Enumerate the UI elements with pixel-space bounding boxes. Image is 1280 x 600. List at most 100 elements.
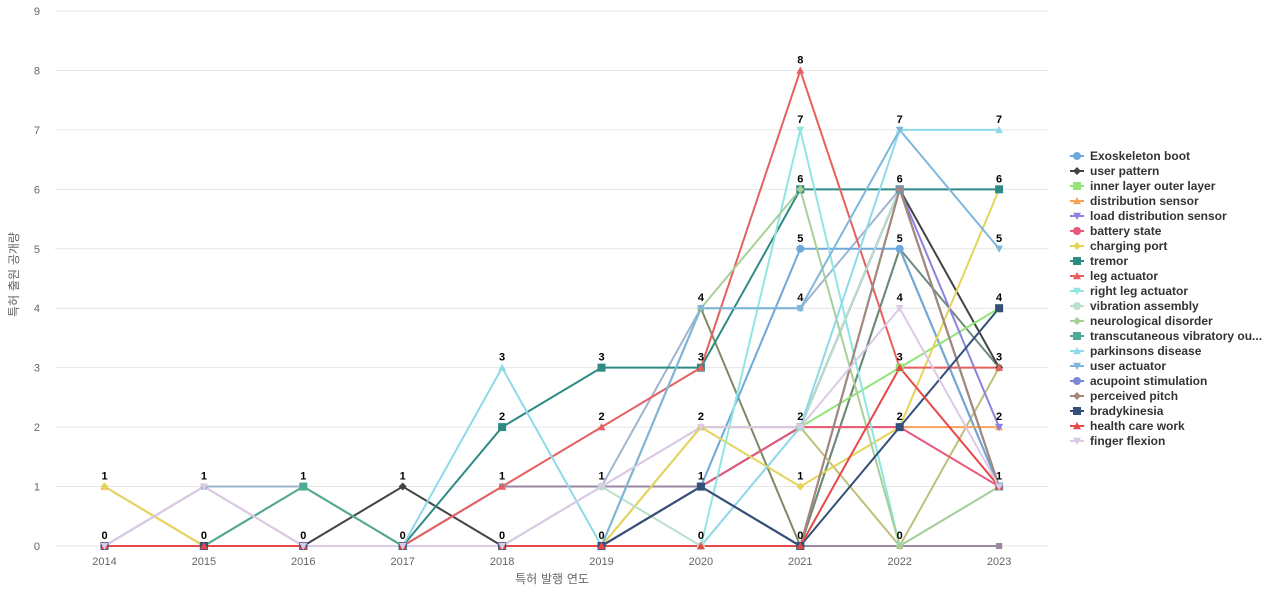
series-point: [995, 185, 1004, 194]
series-point: [895, 126, 904, 134]
legend-item[interactable]: bradykinesia: [1070, 404, 1164, 418]
data-label: 3: [598, 352, 604, 364]
x-tick-label: 2018: [490, 556, 514, 568]
data-label: 3: [499, 352, 505, 364]
data-label: 6: [797, 173, 803, 185]
series-point: [995, 125, 1004, 134]
series-point: [498, 482, 507, 490]
legend-item[interactable]: inner layer outer layer: [1070, 179, 1216, 193]
data-label: 5: [996, 233, 1002, 245]
legend-label: inner layer outer layer: [1090, 179, 1216, 193]
legend-item[interactable]: finger flexion: [1070, 434, 1165, 448]
series-point: [995, 363, 1004, 371]
legend-item[interactable]: leg actuator: [1070, 269, 1158, 283]
data-label: 3: [996, 352, 1002, 364]
legend-label: leg actuator: [1090, 269, 1158, 283]
legend-marker: [1073, 287, 1081, 295]
series-point: [796, 305, 805, 313]
series-point: [299, 542, 308, 550]
x-tick-label: 2022: [887, 556, 911, 568]
legend-item[interactable]: perceived pitch: [1070, 389, 1178, 403]
data-label: 4: [698, 292, 705, 304]
legend-item[interactable]: neurological disorder: [1070, 314, 1213, 328]
series-point: [696, 482, 705, 491]
series-point: [199, 542, 208, 550]
x-axis-ticks: 2014 2015 2016 2017 2018 2019 2020 2021 2022 2023: [92, 556, 1011, 568]
legend-item[interactable]: user pattern: [1070, 164, 1159, 178]
data-label: 0: [598, 530, 604, 542]
legend-item[interactable]: Exoskeleton boot: [1070, 149, 1190, 163]
data-label: 3: [698, 352, 704, 364]
series-point: [995, 483, 1004, 491]
series-point: [199, 483, 208, 491]
legend-item[interactable]: user actuator: [1070, 359, 1166, 373]
data-label: 5: [897, 233, 903, 245]
legend-marker: [1073, 422, 1081, 430]
legend-item[interactable]: right leg actuator: [1070, 284, 1188, 298]
data-label: 0: [201, 530, 207, 542]
series-lines: [103, 69, 1001, 547]
x-tick-label: 2023: [987, 556, 1011, 568]
data-label: 0: [300, 530, 306, 542]
data-label: 2: [797, 411, 803, 423]
series-point: [398, 542, 407, 550]
legend-item[interactable]: vibration assembly: [1070, 299, 1199, 313]
data-label: 1: [201, 471, 207, 483]
data-label: 0: [400, 530, 406, 542]
legend-item[interactable]: acupoint stimulation: [1070, 374, 1207, 388]
legend-item[interactable]: distribution sensor: [1070, 194, 1199, 208]
x-tick-label: 2015: [192, 556, 216, 568]
y-tick-label: 6: [34, 184, 40, 196]
series-point: [696, 542, 705, 550]
legend-marker: [1073, 167, 1081, 175]
y-tick-label: 1: [34, 482, 40, 494]
legend-marker: [1073, 197, 1081, 205]
legend-item[interactable]: health care work: [1070, 419, 1185, 433]
data-label: 1: [101, 471, 107, 483]
series-point: [597, 423, 606, 431]
data-label: 2: [996, 411, 1002, 423]
legend-marker: [1073, 152, 1081, 160]
legend-item[interactable]: battery state: [1070, 224, 1162, 238]
x-tick-label: 2020: [689, 556, 713, 568]
y-tick-label: 5: [34, 244, 40, 256]
data-labels: 1 0 1 0 1 0 1 0 3 2 1 0 3 2 1 0 4 3 2 1 0 8 7 6 5 4 2 1 0 7 6 5 4 3 2 0 7 6 5 4…: [101, 54, 1003, 542]
x-tick-label: 2017: [390, 556, 414, 568]
y-tick-label: 0: [34, 541, 40, 553]
legend-marker: [1073, 317, 1081, 325]
series-point: [995, 423, 1004, 432]
data-label: 2: [598, 411, 604, 423]
legend-marker: [1073, 392, 1081, 400]
legend-item[interactable]: parkinsons disease: [1070, 344, 1202, 358]
legend-item[interactable]: transcutaneous vibratory ou...: [1070, 329, 1262, 343]
legend-label: tremor: [1090, 254, 1128, 268]
y-axis-ticks: 0 1 2 3 4 5 6 7 8 9: [34, 6, 40, 553]
legend-marker: [1073, 362, 1081, 370]
legend-item[interactable]: tremor: [1070, 254, 1128, 268]
y-tick-label: 2: [34, 422, 40, 434]
legend-item[interactable]: load distribution sensor: [1070, 209, 1227, 223]
series-point: [498, 542, 507, 550]
legend-label: user pattern: [1090, 164, 1159, 178]
legend-marker: [1073, 242, 1081, 250]
legend-label: Exoskeleton boot: [1090, 149, 1190, 163]
series-point: [796, 185, 805, 194]
data-label: 5: [797, 233, 803, 245]
data-label: 3: [897, 352, 903, 364]
series-point: [895, 244, 904, 253]
legend-label: charging port: [1090, 239, 1167, 253]
data-label: 2: [897, 411, 903, 423]
y-tick-label: 7: [34, 125, 40, 137]
series-point: [796, 126, 805, 134]
legend-label: neurological disorder: [1090, 314, 1213, 328]
legend-marker: [1073, 407, 1081, 415]
series-point: [796, 482, 805, 491]
series-line: [104, 366, 1000, 547]
series-line: [104, 128, 1000, 547]
legend-item[interactable]: charging port: [1070, 239, 1167, 253]
legend-marker: [1073, 227, 1081, 235]
series-point: [895, 423, 904, 432]
series-point: [796, 244, 805, 253]
series-point: [996, 543, 1003, 549]
